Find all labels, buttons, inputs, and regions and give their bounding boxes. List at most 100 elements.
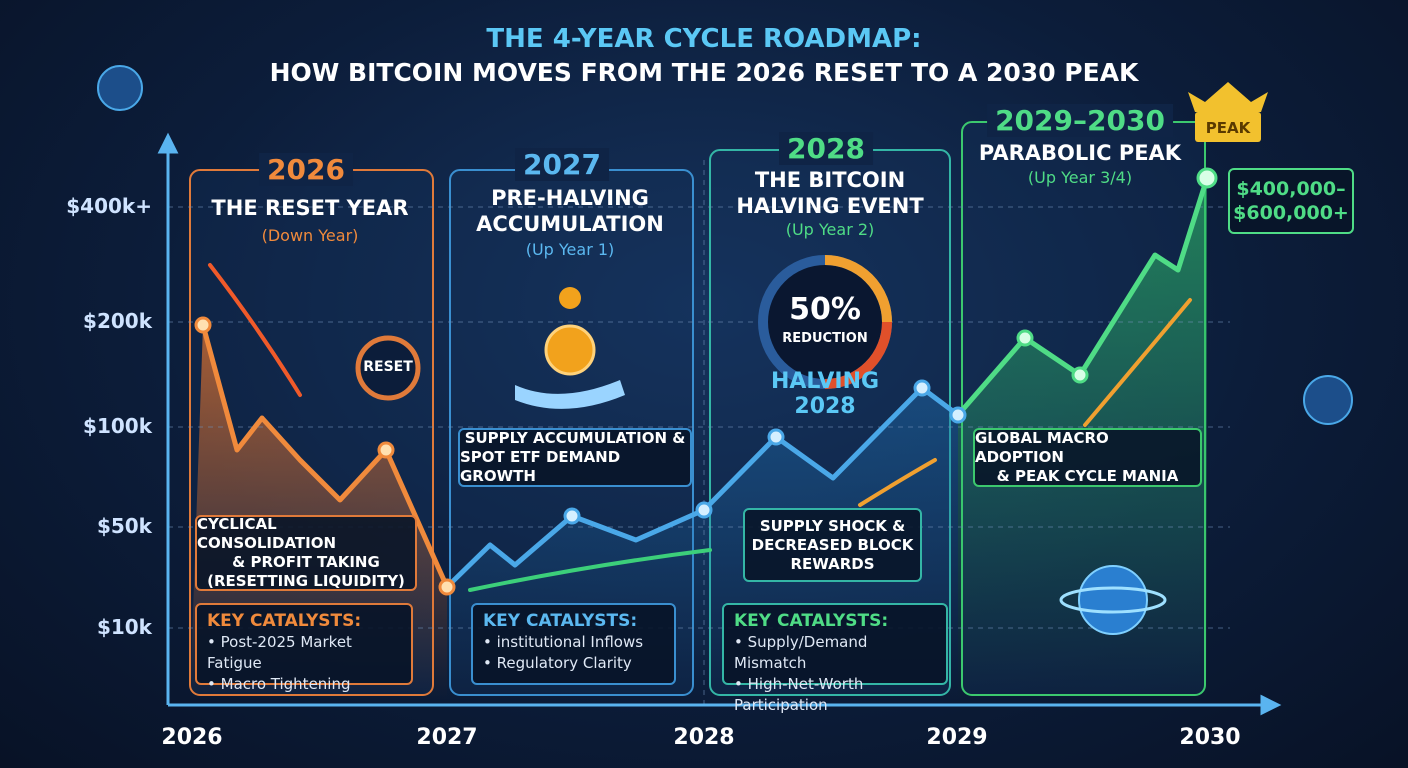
catalyst-item: • institutional Inflows bbox=[483, 633, 644, 651]
y-label: $400k+ bbox=[66, 194, 152, 218]
price-line bbox=[445, 385, 960, 589]
catalysts: KEY CATALYSTS: • institutional Inflows •… bbox=[471, 603, 676, 685]
up-arrow bbox=[858, 458, 937, 507]
halving-label: HALVING bbox=[770, 369, 880, 394]
btc-icon bbox=[1303, 375, 1353, 425]
price-line bbox=[956, 177, 1210, 417]
panel-year: 2027 bbox=[515, 148, 609, 181]
reset-badge bbox=[355, 335, 421, 401]
callout-line: & PROFIT TAKING bbox=[232, 553, 380, 571]
callout-line: SUPPLY SHOCK & bbox=[759, 516, 906, 535]
y-label: $50k bbox=[96, 514, 152, 538]
planet-ring bbox=[1059, 586, 1167, 614]
callout-line: CYCLICAL CONSOLIDATION bbox=[197, 515, 337, 552]
crown-band bbox=[1195, 112, 1261, 142]
down-arrow bbox=[208, 263, 302, 397]
point bbox=[695, 501, 713, 519]
point bbox=[767, 428, 785, 446]
y-label: $10k bbox=[96, 615, 152, 639]
point bbox=[377, 441, 395, 459]
point bbox=[1071, 366, 1089, 384]
coin-icon bbox=[559, 287, 581, 309]
up-arrow bbox=[1083, 298, 1192, 427]
catalysts-heading: KEY CATALYSTS: bbox=[734, 611, 889, 631]
catalyst-text: institutional Inflows bbox=[496, 633, 644, 651]
catalyst-item: • Macro Tightening bbox=[207, 675, 351, 693]
crown-icon bbox=[1188, 82, 1268, 112]
gauge-value: 50% bbox=[789, 292, 861, 327]
title: THE 4-YEAR CYCLE ROADMAP: bbox=[486, 24, 922, 54]
panel-year: 2029–2030 bbox=[987, 104, 1173, 137]
x-label: 2030 bbox=[1179, 725, 1241, 750]
callout-line: SPOT ETF DEMAND GROWTH bbox=[460, 448, 621, 485]
catalyst-text: Supply/Demand Mismatch bbox=[734, 633, 868, 672]
axis-arrow bbox=[1260, 694, 1282, 716]
panel-title: THE BITCOIN bbox=[754, 168, 906, 192]
crown bbox=[1188, 82, 1268, 142]
hand-icon bbox=[515, 380, 625, 409]
coin-icon bbox=[544, 324, 596, 376]
panel-title: ACCUMULATION bbox=[476, 212, 664, 236]
panel-subtitle: (Up Year 3/4) bbox=[1027, 168, 1133, 187]
point bbox=[913, 379, 931, 397]
callout: CYCLICAL CONSOLIDATION & PROFIT TAKING (… bbox=[195, 515, 417, 591]
point bbox=[438, 578, 456, 596]
panel-subtitle: (Up Year 2) bbox=[785, 220, 875, 239]
callout-line: REWARDS bbox=[790, 554, 875, 573]
y-label: $200k bbox=[83, 309, 152, 333]
panel-year: 2026 bbox=[259, 153, 353, 186]
point bbox=[1016, 329, 1034, 347]
panel-subtitle: (Up Year 1) bbox=[525, 240, 615, 259]
halving-label: 2028 bbox=[794, 394, 856, 419]
catalysts: KEY CATALYSTS: • Supply/Demand Mismatch … bbox=[722, 603, 948, 714]
price-line-text: $400,000– bbox=[1236, 178, 1346, 200]
callout-line: GLOBAL MACRO ADOPTION bbox=[975, 429, 1109, 466]
point bbox=[1196, 167, 1218, 189]
x-label: 2026 bbox=[161, 725, 223, 750]
point bbox=[194, 316, 212, 334]
x-label: 2027 bbox=[416, 725, 478, 750]
panel-title: THE RESET YEAR bbox=[211, 196, 409, 220]
planet-icon bbox=[1078, 565, 1148, 635]
up-arrow bbox=[468, 548, 712, 592]
panel-title: PRE-HALVING bbox=[491, 186, 649, 210]
callout-line: DECREASED BLOCK bbox=[751, 535, 914, 554]
panel-year: 2028 bbox=[779, 132, 873, 165]
callout-line: & PEAK CYCLE MANIA bbox=[996, 467, 1179, 485]
catalyst-item: • Post-2025 Market Fatigue bbox=[207, 633, 352, 672]
catalysts: KEY CATALYSTS: • Post-2025 Market Fatigu… bbox=[195, 603, 413, 693]
callout-line: SUPPLY ACCUMULATION & bbox=[464, 429, 686, 447]
subtitle: HOW BITCOIN MOVES FROM THE 2026 RESET TO… bbox=[269, 58, 1139, 87]
catalyst-item: • High-Net-Worth Participation bbox=[734, 675, 864, 714]
catalyst-text: Macro Tightening bbox=[220, 675, 351, 693]
peak-label: PEAK bbox=[1205, 119, 1251, 137]
callout: SUPPLY SHOCK & DECREASED BLOCK REWARDS bbox=[743, 508, 922, 582]
callout-line: (RESETTING LIQUIDITY) bbox=[207, 572, 405, 590]
catalyst-text: High-Net-Worth Participation bbox=[734, 675, 864, 714]
price-line-text: $600,000+ bbox=[1233, 202, 1349, 224]
catalysts-heading: KEY CATALYSTS: bbox=[483, 611, 638, 631]
price-range: $400,000– $600,000+ bbox=[1228, 168, 1354, 234]
gauge-arc bbox=[824, 255, 892, 323]
panel-title: PARABOLIC PEAK bbox=[978, 141, 1182, 165]
catalyst-item: • Regulatory Clarity bbox=[483, 654, 632, 672]
point bbox=[563, 507, 581, 525]
gauge-arc bbox=[824, 321, 892, 389]
reset-label: RESET bbox=[363, 359, 413, 375]
axes bbox=[157, 132, 1282, 716]
gauge-label: REDUCTION bbox=[782, 331, 868, 346]
trend-arrows bbox=[208, 263, 1192, 592]
callout: GLOBAL MACRO ADOPTION & PEAK CYCLE MANIA bbox=[973, 428, 1202, 487]
reset-ring bbox=[355, 335, 421, 401]
x-label: 2029 bbox=[926, 725, 988, 750]
panel-title: HALVING EVENT bbox=[736, 194, 924, 218]
gauge bbox=[758, 255, 892, 389]
grid bbox=[168, 160, 1230, 705]
catalyst-text: Regulatory Clarity bbox=[496, 654, 632, 672]
axis-arrow bbox=[157, 132, 179, 154]
catalyst-text: Post-2025 Market Fatigue bbox=[207, 633, 352, 672]
markers bbox=[194, 167, 1218, 596]
